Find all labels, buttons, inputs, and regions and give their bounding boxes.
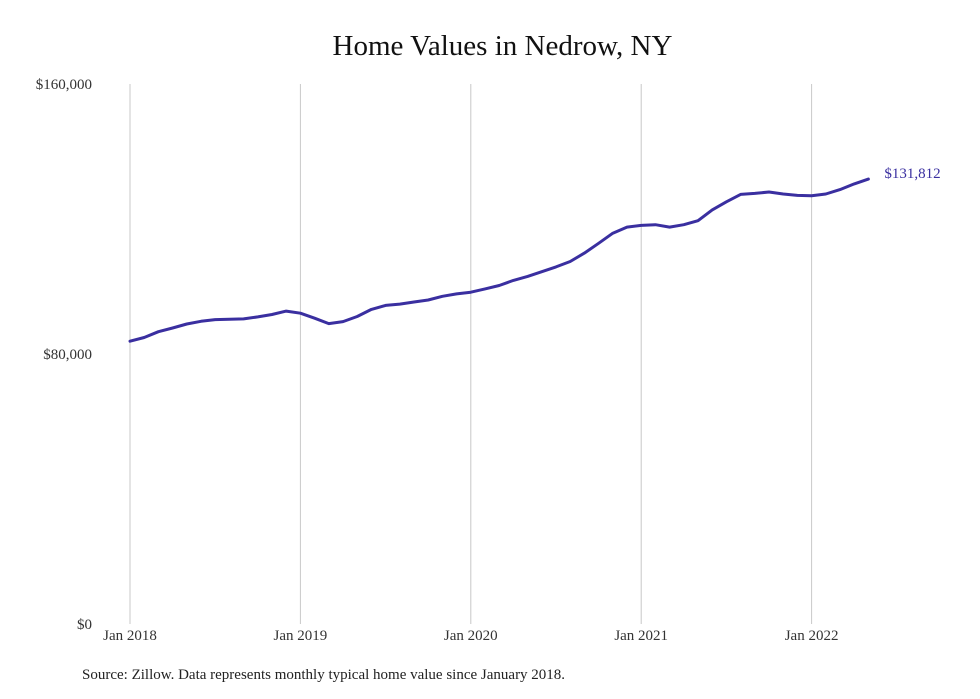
y-tick-label: $0 <box>77 617 92 633</box>
series-line <box>128 177 870 343</box>
x-tick-label: Jan 2019 <box>274 628 328 644</box>
series-layer <box>128 177 870 343</box>
x-tick-label: Jan 2022 <box>785 628 839 644</box>
y-axis-ticks: $0 $80,000 $160,000 <box>36 77 92 633</box>
chart-title: Home Values in Nedrow, NY <box>332 30 673 62</box>
source-note: Source: Zillow. Data represents monthly … <box>82 667 566 683</box>
end-value-label: $131,812 <box>884 166 940 182</box>
y-tick-label: $80,000 <box>43 347 92 363</box>
grid-lines <box>129 84 813 624</box>
y-tick-label: $160,000 <box>36 77 92 93</box>
x-axis-ticks: Jan 2018 Jan 2019 Jan 2020 Jan 2021 Jan 2022 <box>103 628 838 644</box>
label-layer: $131,812 <box>884 166 940 182</box>
x-tick-label: Jan 2018 <box>103 628 157 644</box>
x-tick-label: Jan 2021 <box>614 628 668 644</box>
x-tick-label: Jan 2020 <box>444 628 498 644</box>
